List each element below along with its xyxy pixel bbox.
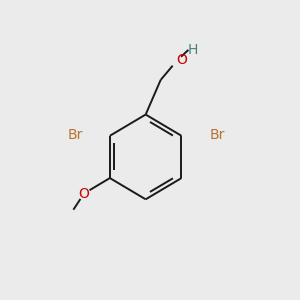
Text: H: H	[187, 43, 198, 57]
Text: Br: Br	[67, 128, 83, 142]
Text: O: O	[176, 53, 187, 67]
Text: O: O	[78, 187, 89, 200]
Text: Br: Br	[209, 128, 225, 142]
